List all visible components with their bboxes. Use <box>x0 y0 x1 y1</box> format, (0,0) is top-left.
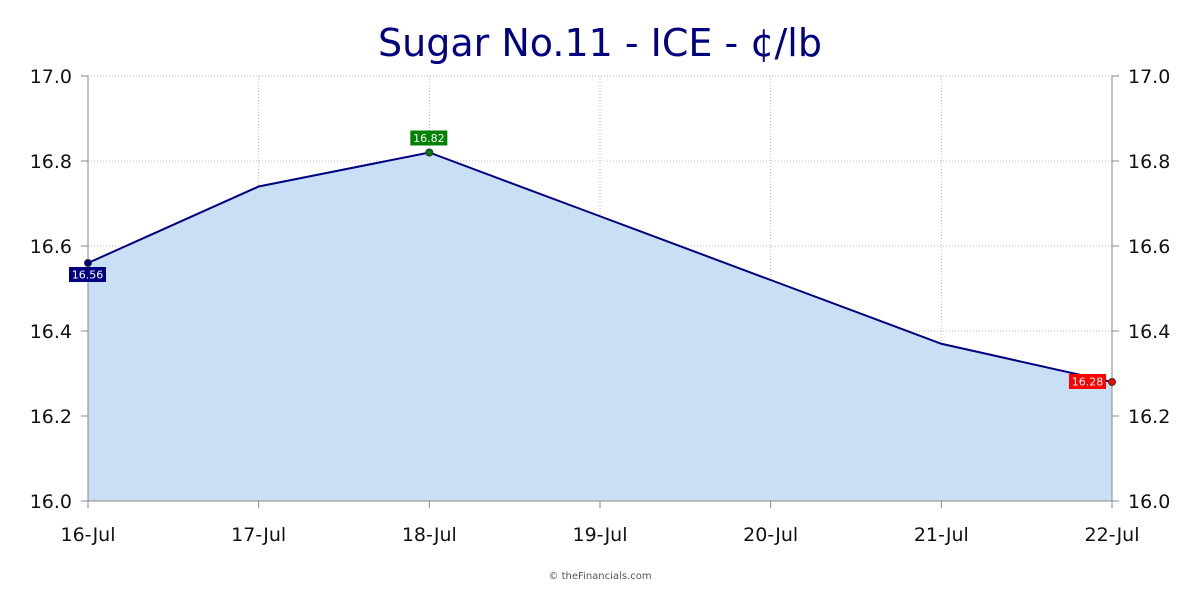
area-layer <box>88 152 1112 501</box>
x-tick-label: 16-Jul <box>60 524 115 546</box>
credit: © theFinancials.com <box>548 571 651 582</box>
x-tick-label: 22-Jul <box>1084 524 1139 546</box>
x-tick-label: 17-Jul <box>231 524 286 546</box>
x-tick-label: 19-Jul <box>572 524 627 546</box>
annotation-box <box>1069 374 1106 389</box>
y-tick-label-right: 16.6 <box>1128 236 1170 258</box>
x-tick-label: 18-Jul <box>402 524 457 546</box>
y-tick-label-right: 16.2 <box>1128 406 1170 428</box>
data-point-marker <box>84 259 92 267</box>
y-tick-label-right: 16.0 <box>1128 491 1170 513</box>
annotation-box <box>410 130 448 146</box>
y-tick-label-left: 17.0 <box>30 66 72 88</box>
data-point-marker <box>1108 378 1116 386</box>
x-tick-label: 21-Jul <box>914 524 969 546</box>
y-tick-label-left: 16.0 <box>30 491 72 513</box>
y-tick-label-left: 16.4 <box>30 321 72 343</box>
annotation-box <box>69 267 106 282</box>
marks: 16.56 16.82 16.28 <box>69 130 1116 389</box>
chart-title: Sugar No.11 - ICE - ¢/lb <box>378 21 822 65</box>
y-tick-label-left: 16.8 <box>30 151 72 173</box>
annotation-label: 16.28 <box>1072 376 1104 389</box>
y-tick-label-right: 17.0 <box>1128 66 1170 88</box>
axes: 16.0 16.0 16.2 16.2 16.4 16.4 16.6 16.6 16.8 16.8… <box>30 66 1171 546</box>
series-line <box>87 151 1113 383</box>
y-tick-label-left: 16.2 <box>30 406 72 428</box>
y-tick-label-right: 16.8 <box>1128 151 1170 173</box>
y-tick-label-right: 16.4 <box>1128 321 1170 343</box>
annotation-label: 16.82 <box>413 132 445 145</box>
series-area <box>88 152 1112 501</box>
x-tick-label: 20-Jul <box>743 524 798 546</box>
annotation-label: 16.56 <box>72 269 104 282</box>
y-tick-label-left: 16.6 <box>30 236 72 258</box>
data-point-marker <box>425 148 434 157</box>
